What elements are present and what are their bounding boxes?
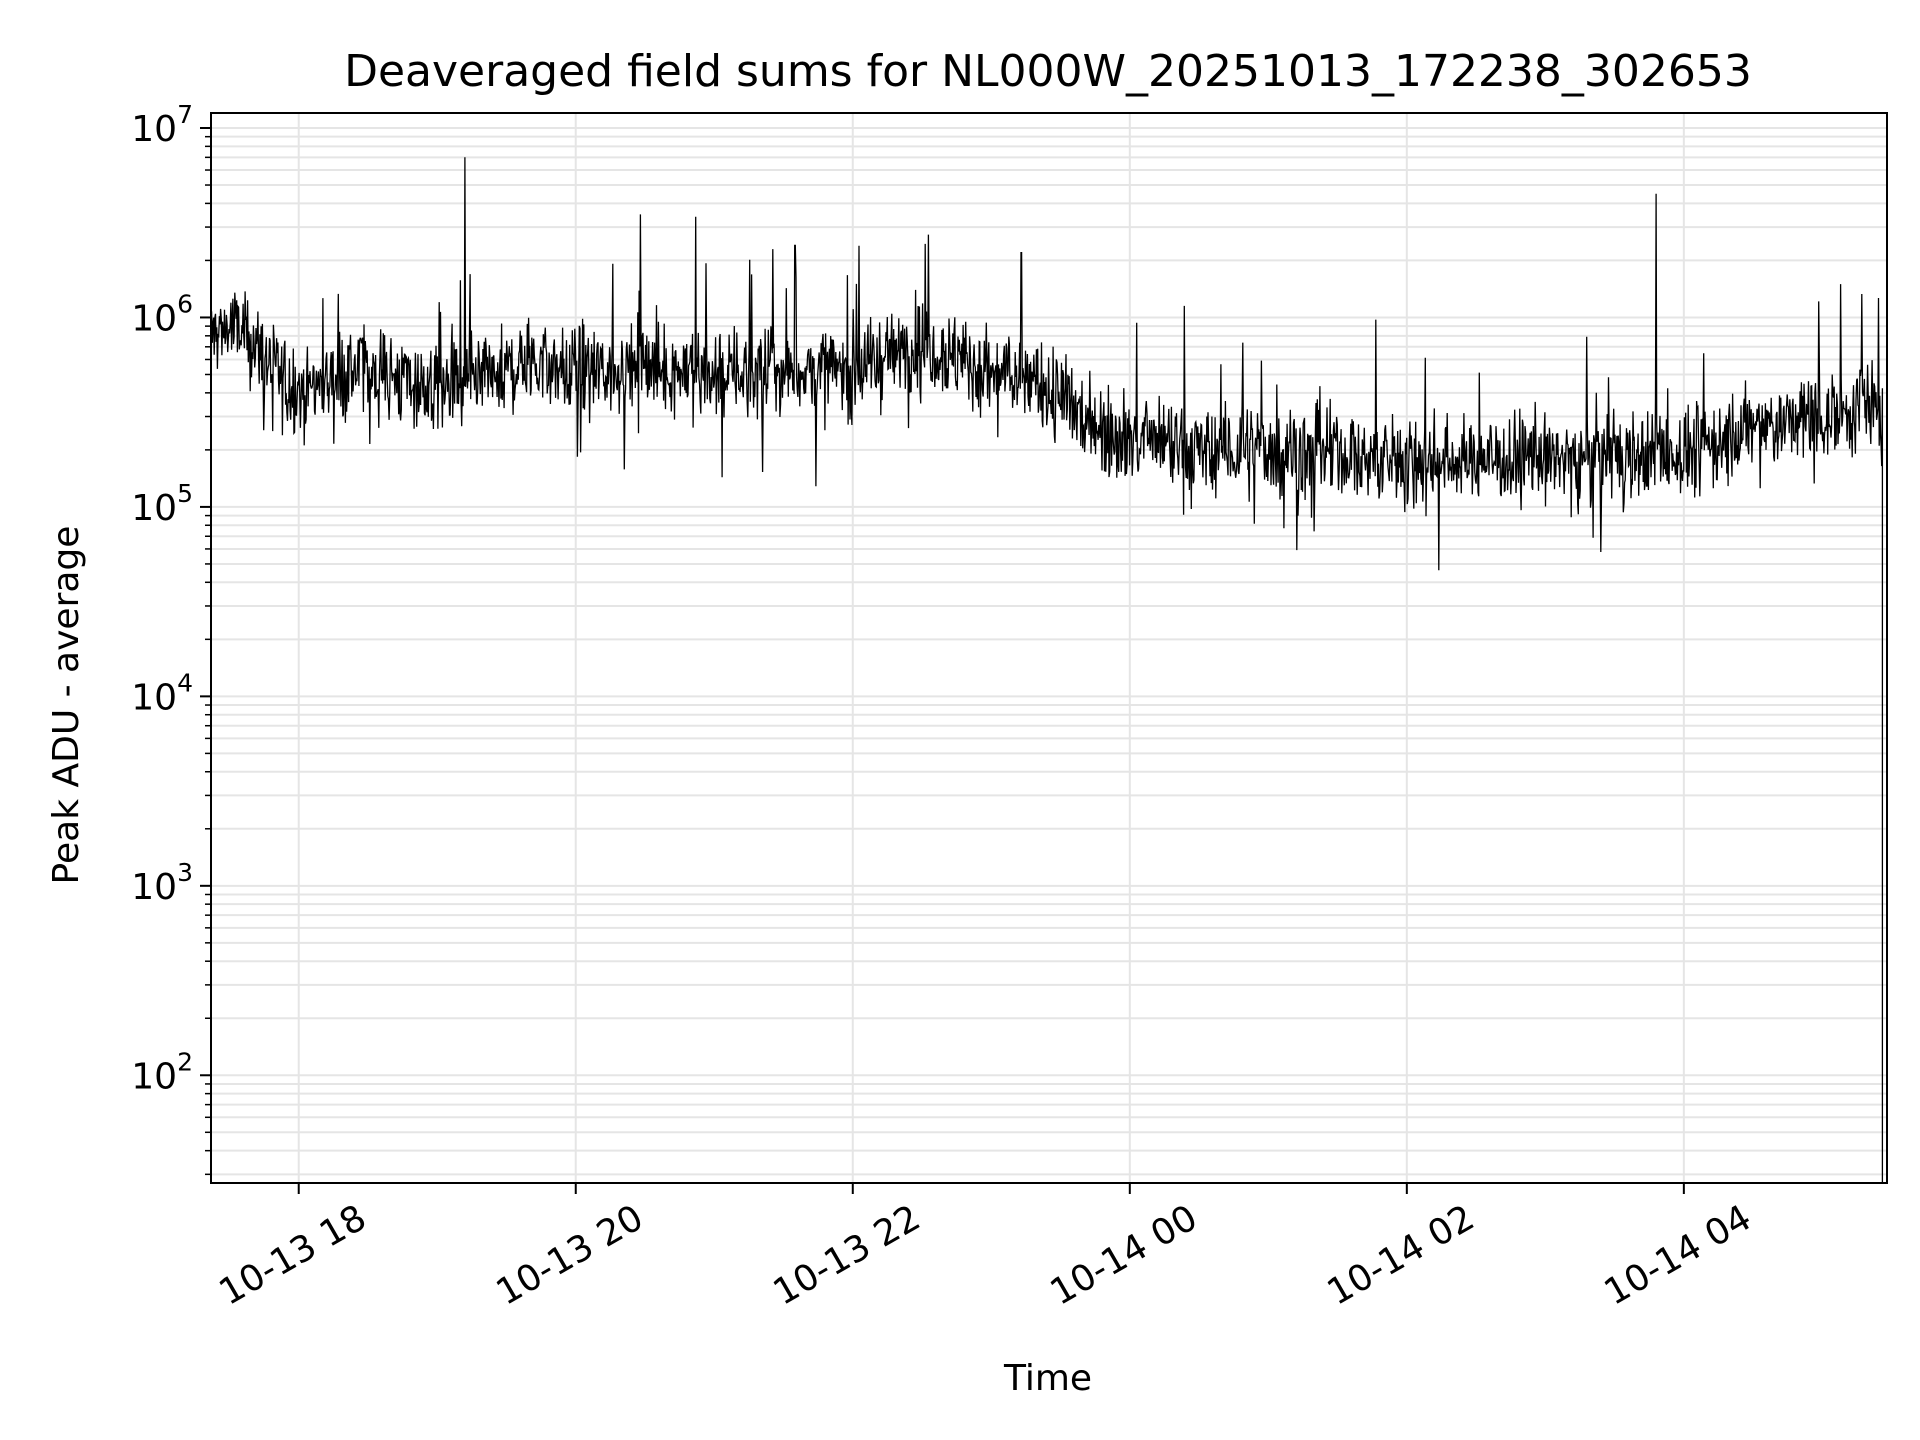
y-tick-label: 103 bbox=[131, 858, 193, 908]
chart-title: Deaveraged field sums for NL000W_2025101… bbox=[344, 46, 1752, 97]
y-tick-base: 10 bbox=[131, 298, 177, 339]
y-tick-exponent: 2 bbox=[177, 1047, 193, 1076]
y-tick-base: 10 bbox=[131, 109, 177, 150]
series-line bbox=[211, 157, 1884, 1183]
axes-frame bbox=[210, 112, 1888, 1184]
minor-gridlines bbox=[211, 135, 1887, 1176]
y-tick-label: 102 bbox=[131, 1047, 193, 1097]
y-tick-base: 10 bbox=[131, 677, 177, 718]
y-axis-label: Peak ADU - average bbox=[46, 526, 87, 885]
y-tick-base: 10 bbox=[131, 1056, 177, 1097]
y-tick-label: 104 bbox=[131, 668, 193, 718]
y-tick-base: 10 bbox=[131, 488, 177, 529]
y-tick-label: 105 bbox=[131, 479, 193, 529]
y-tick-label: 107 bbox=[131, 100, 193, 150]
y-tick-exponent: 5 bbox=[177, 479, 193, 508]
y-tick-exponent: 3 bbox=[177, 858, 193, 887]
y-tick-label: 106 bbox=[131, 289, 193, 339]
y-tick-exponent: 7 bbox=[177, 100, 193, 129]
plot-area bbox=[211, 157, 1884, 1183]
y-tick-exponent: 4 bbox=[177, 668, 193, 697]
y-tick-exponent: 6 bbox=[177, 289, 193, 318]
y-tick-base: 10 bbox=[131, 867, 177, 908]
x-axis-label: Time bbox=[1003, 1358, 1092, 1399]
major-gridlines bbox=[211, 113, 1887, 1183]
